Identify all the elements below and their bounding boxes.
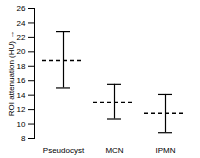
svg-text:Pseudocyst: Pseudocyst <box>43 146 85 155</box>
svg-text:12: 12 <box>17 105 26 114</box>
svg-text:10: 10 <box>17 120 26 129</box>
svg-text:26: 26 <box>17 4 26 13</box>
svg-text:IPMN: IPMN <box>156 146 176 155</box>
svg-text:18: 18 <box>17 62 26 71</box>
svg-text:22: 22 <box>17 33 26 42</box>
svg-text:ROI attenuation (HU) →: ROI attenuation (HU) → <box>7 31 16 116</box>
svg-text:MCN: MCN <box>105 146 123 155</box>
svg-text:24: 24 <box>17 19 26 28</box>
svg-text:16: 16 <box>17 76 26 85</box>
svg-text:8: 8 <box>21 134 26 143</box>
svg-text:20: 20 <box>17 47 26 56</box>
svg-text:14: 14 <box>17 91 26 100</box>
